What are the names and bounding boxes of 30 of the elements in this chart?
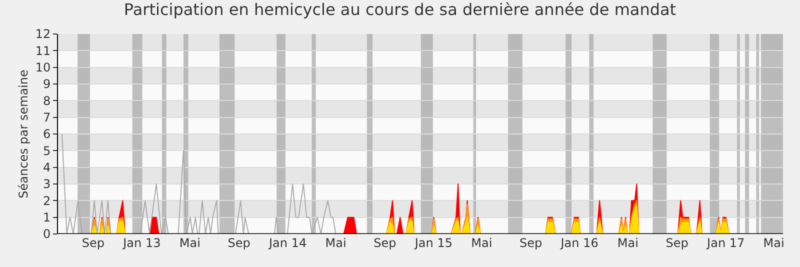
x-tick-label: Jan 16 (560, 236, 598, 250)
y-tick-label: 10 (35, 60, 51, 75)
y-tick-label: 9 (42, 77, 51, 92)
x-tick-label: Sep (666, 236, 688, 250)
y-tick-label: 12 (35, 27, 51, 42)
y-tick-label: 5 (42, 144, 51, 158)
y-tick-label: 1 (42, 210, 51, 225)
x-tick-label: Sep (228, 236, 250, 250)
y-tick-label: 0 (42, 227, 51, 242)
y-tick-label: 11 (35, 44, 51, 58)
x-tick-label: Jan 13 (122, 236, 161, 250)
x-tick-label: Mai (325, 236, 346, 250)
x-tick-label: Sep (519, 236, 542, 250)
x-tick-label: Jan 17 (706, 236, 745, 250)
x-tick-label: Mai (471, 236, 492, 250)
y-tick-label: 4 (42, 160, 51, 175)
y-tick-label: 7 (42, 110, 51, 125)
x-tick-label: Jan 14 (268, 236, 307, 250)
chart-title: Participation en hemicycle au cours de sa dernière année de mandat (124, 0, 676, 20)
x-tick-label: Mai (179, 236, 200, 250)
x-tick-label: Sep (374, 236, 396, 250)
x-tick-label: Jan 15 (414, 236, 452, 250)
y-axis-title: Séances par semaine (16, 70, 31, 198)
x-tick-label: Mai (763, 236, 784, 250)
y-tick-label: 6 (42, 127, 51, 142)
x-tick-label: Sep (82, 236, 104, 250)
y-tick-label: 8 (42, 94, 51, 108)
y-tick-label: 2 (42, 194, 51, 208)
x-tick-label: Mai (617, 236, 638, 250)
y-tick-label: 3 (42, 177, 51, 192)
